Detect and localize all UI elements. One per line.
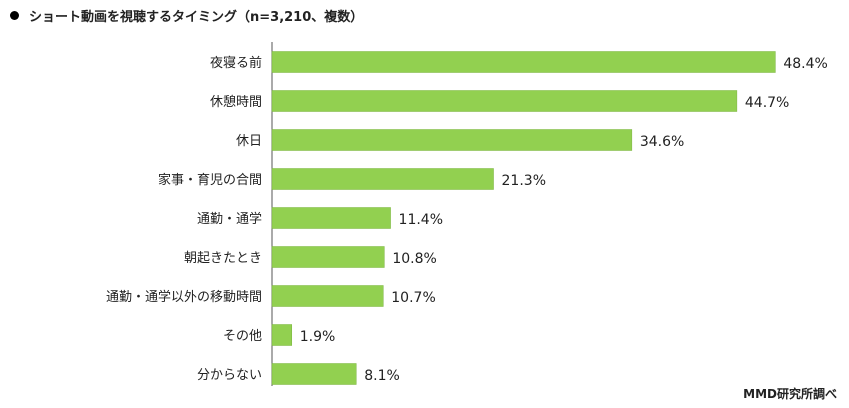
category-label: 夜寝る前 bbox=[210, 55, 262, 71]
source-credit: MMD研究所調べ bbox=[743, 387, 837, 401]
value-label: 8.1% bbox=[364, 368, 400, 384]
bar bbox=[271, 246, 385, 268]
bar bbox=[271, 207, 391, 229]
value-label: 34.6% bbox=[640, 134, 684, 150]
value-label: 21.3% bbox=[502, 173, 546, 189]
category-label: その他 bbox=[223, 329, 262, 344]
value-label: 48.4% bbox=[783, 56, 827, 72]
value-label: 10.8% bbox=[392, 251, 436, 267]
bar bbox=[271, 363, 357, 385]
chart-header: ショート動画を視聴するタイミング（n=3,210、複数） bbox=[10, 6, 363, 25]
bar bbox=[271, 168, 494, 190]
category-label: 朝起きたとき bbox=[184, 251, 262, 266]
category-label: 家事・育児の合間 bbox=[158, 172, 262, 188]
value-label: 1.9% bbox=[300, 329, 336, 345]
category-label: 通勤・通学以外の移動時間 bbox=[106, 289, 262, 305]
chart-title: ショート動画を視聴するタイミング（n=3,210、複数） bbox=[29, 10, 364, 25]
category-label: 分からない bbox=[197, 368, 262, 383]
category-label: 休日 bbox=[236, 134, 262, 149]
bar bbox=[271, 285, 384, 307]
category-label: 通勤・通学 bbox=[197, 211, 262, 227]
category-label: 休憩時間 bbox=[210, 94, 262, 110]
value-label: 10.7% bbox=[391, 290, 435, 306]
bar bbox=[271, 51, 776, 73]
value-label: 11.4% bbox=[399, 212, 443, 228]
value-label: 44.7% bbox=[745, 95, 789, 111]
bullet-icon bbox=[10, 11, 19, 20]
bar bbox=[271, 90, 738, 112]
bar bbox=[271, 129, 633, 151]
bar bbox=[271, 324, 293, 346]
